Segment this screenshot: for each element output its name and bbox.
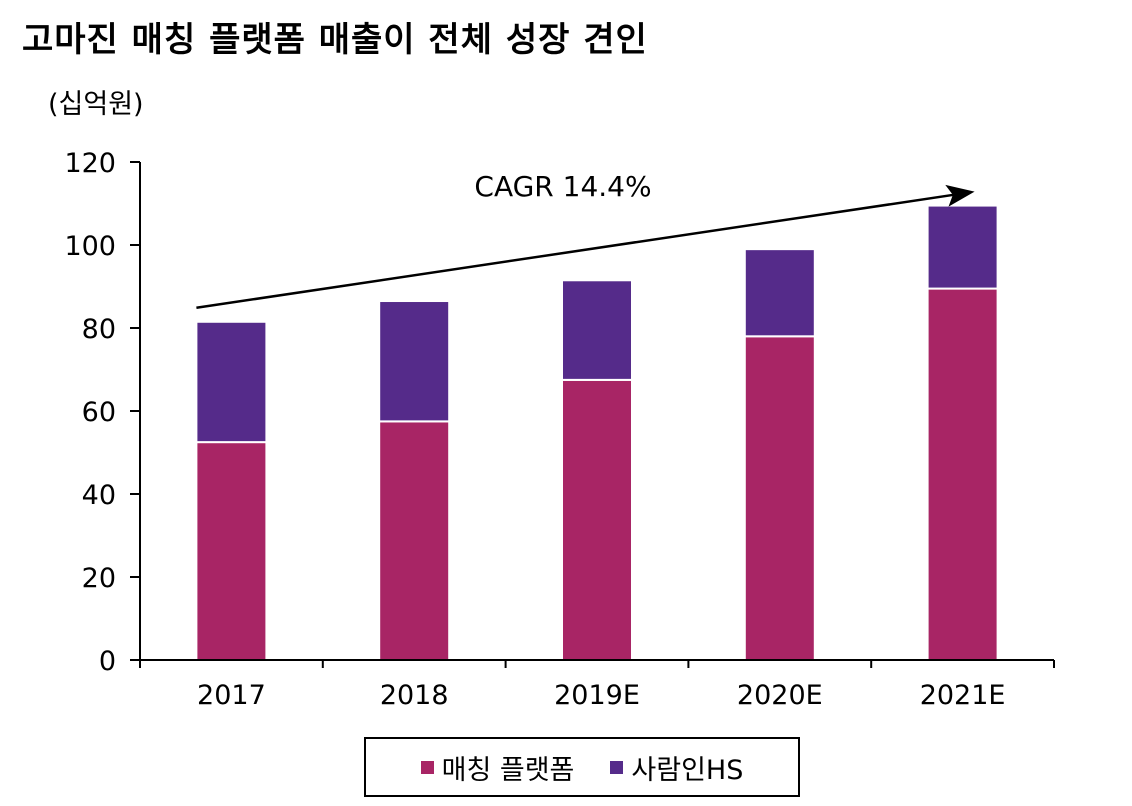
y-axis-unit-label: (십억원) [48,89,144,120]
bar-matching-2021E [926,287,999,661]
bar-saramin-2018 [378,300,451,423]
annotation-group: CAGR 14.4% [196,170,975,310]
bar-saramin-2020E [743,248,816,338]
cagr-annotation-label: CAGR 14.4% [474,170,651,203]
x-tick-label-2021E: 2021E [920,680,1006,711]
bar-saramin-2021E [926,204,999,290]
axes-group: 2017 2018 2019E 2020E 2021E 0 20 40 60 80 100 120 [64,148,1055,711]
legend: 매칭 플랫폼 사람인HS [364,737,800,797]
y-tick-label-20: 20 [82,563,116,594]
x-tick-label-2020E: 2020E [737,680,823,711]
legend-label-saramin: 사람인HS [631,754,744,786]
y-tick-label-120: 120 [64,148,116,179]
bar-matching-2017 [195,441,268,661]
legend-swatch-saramin [610,760,624,774]
bar-matching-2020E [743,335,816,661]
stacked-bar-chart: 2017 2018 2019E 2020E 2021E 0 20 40 60 80 100 120 C… [64,148,1055,711]
bar-matching-2019E [561,378,633,661]
x-tick-label-2017: 2017 [197,680,266,711]
bar-saramin-2019E [561,279,633,381]
legend-item-matching: 매칭 플랫폼 [420,748,575,787]
y-tick-label-80: 80 [82,314,116,345]
y-tick-label-100: 100 [64,231,116,262]
cagr-arrow-head [945,184,975,207]
cagr-arrow-line [196,192,959,310]
bars-group [195,204,999,661]
y-tick-label-60: 60 [82,397,116,428]
legend-item-saramin: 사람인HS [610,748,743,787]
y-tick-label-40: 40 [82,480,116,511]
legend-swatch-matching [420,760,434,774]
legend-label-matching: 매칭 플랫폼 [441,754,575,786]
x-tick-label-2019E: 2019E [554,680,640,711]
chart-title: 고마진 매칭 플랫폼 매출이 전체 성장 견인 [22,20,648,60]
bar-saramin-2017 [195,320,268,444]
y-tick-label-0: 0 [99,646,116,677]
bar-matching-2018 [378,420,451,661]
x-tick-label-2018: 2018 [380,680,449,711]
